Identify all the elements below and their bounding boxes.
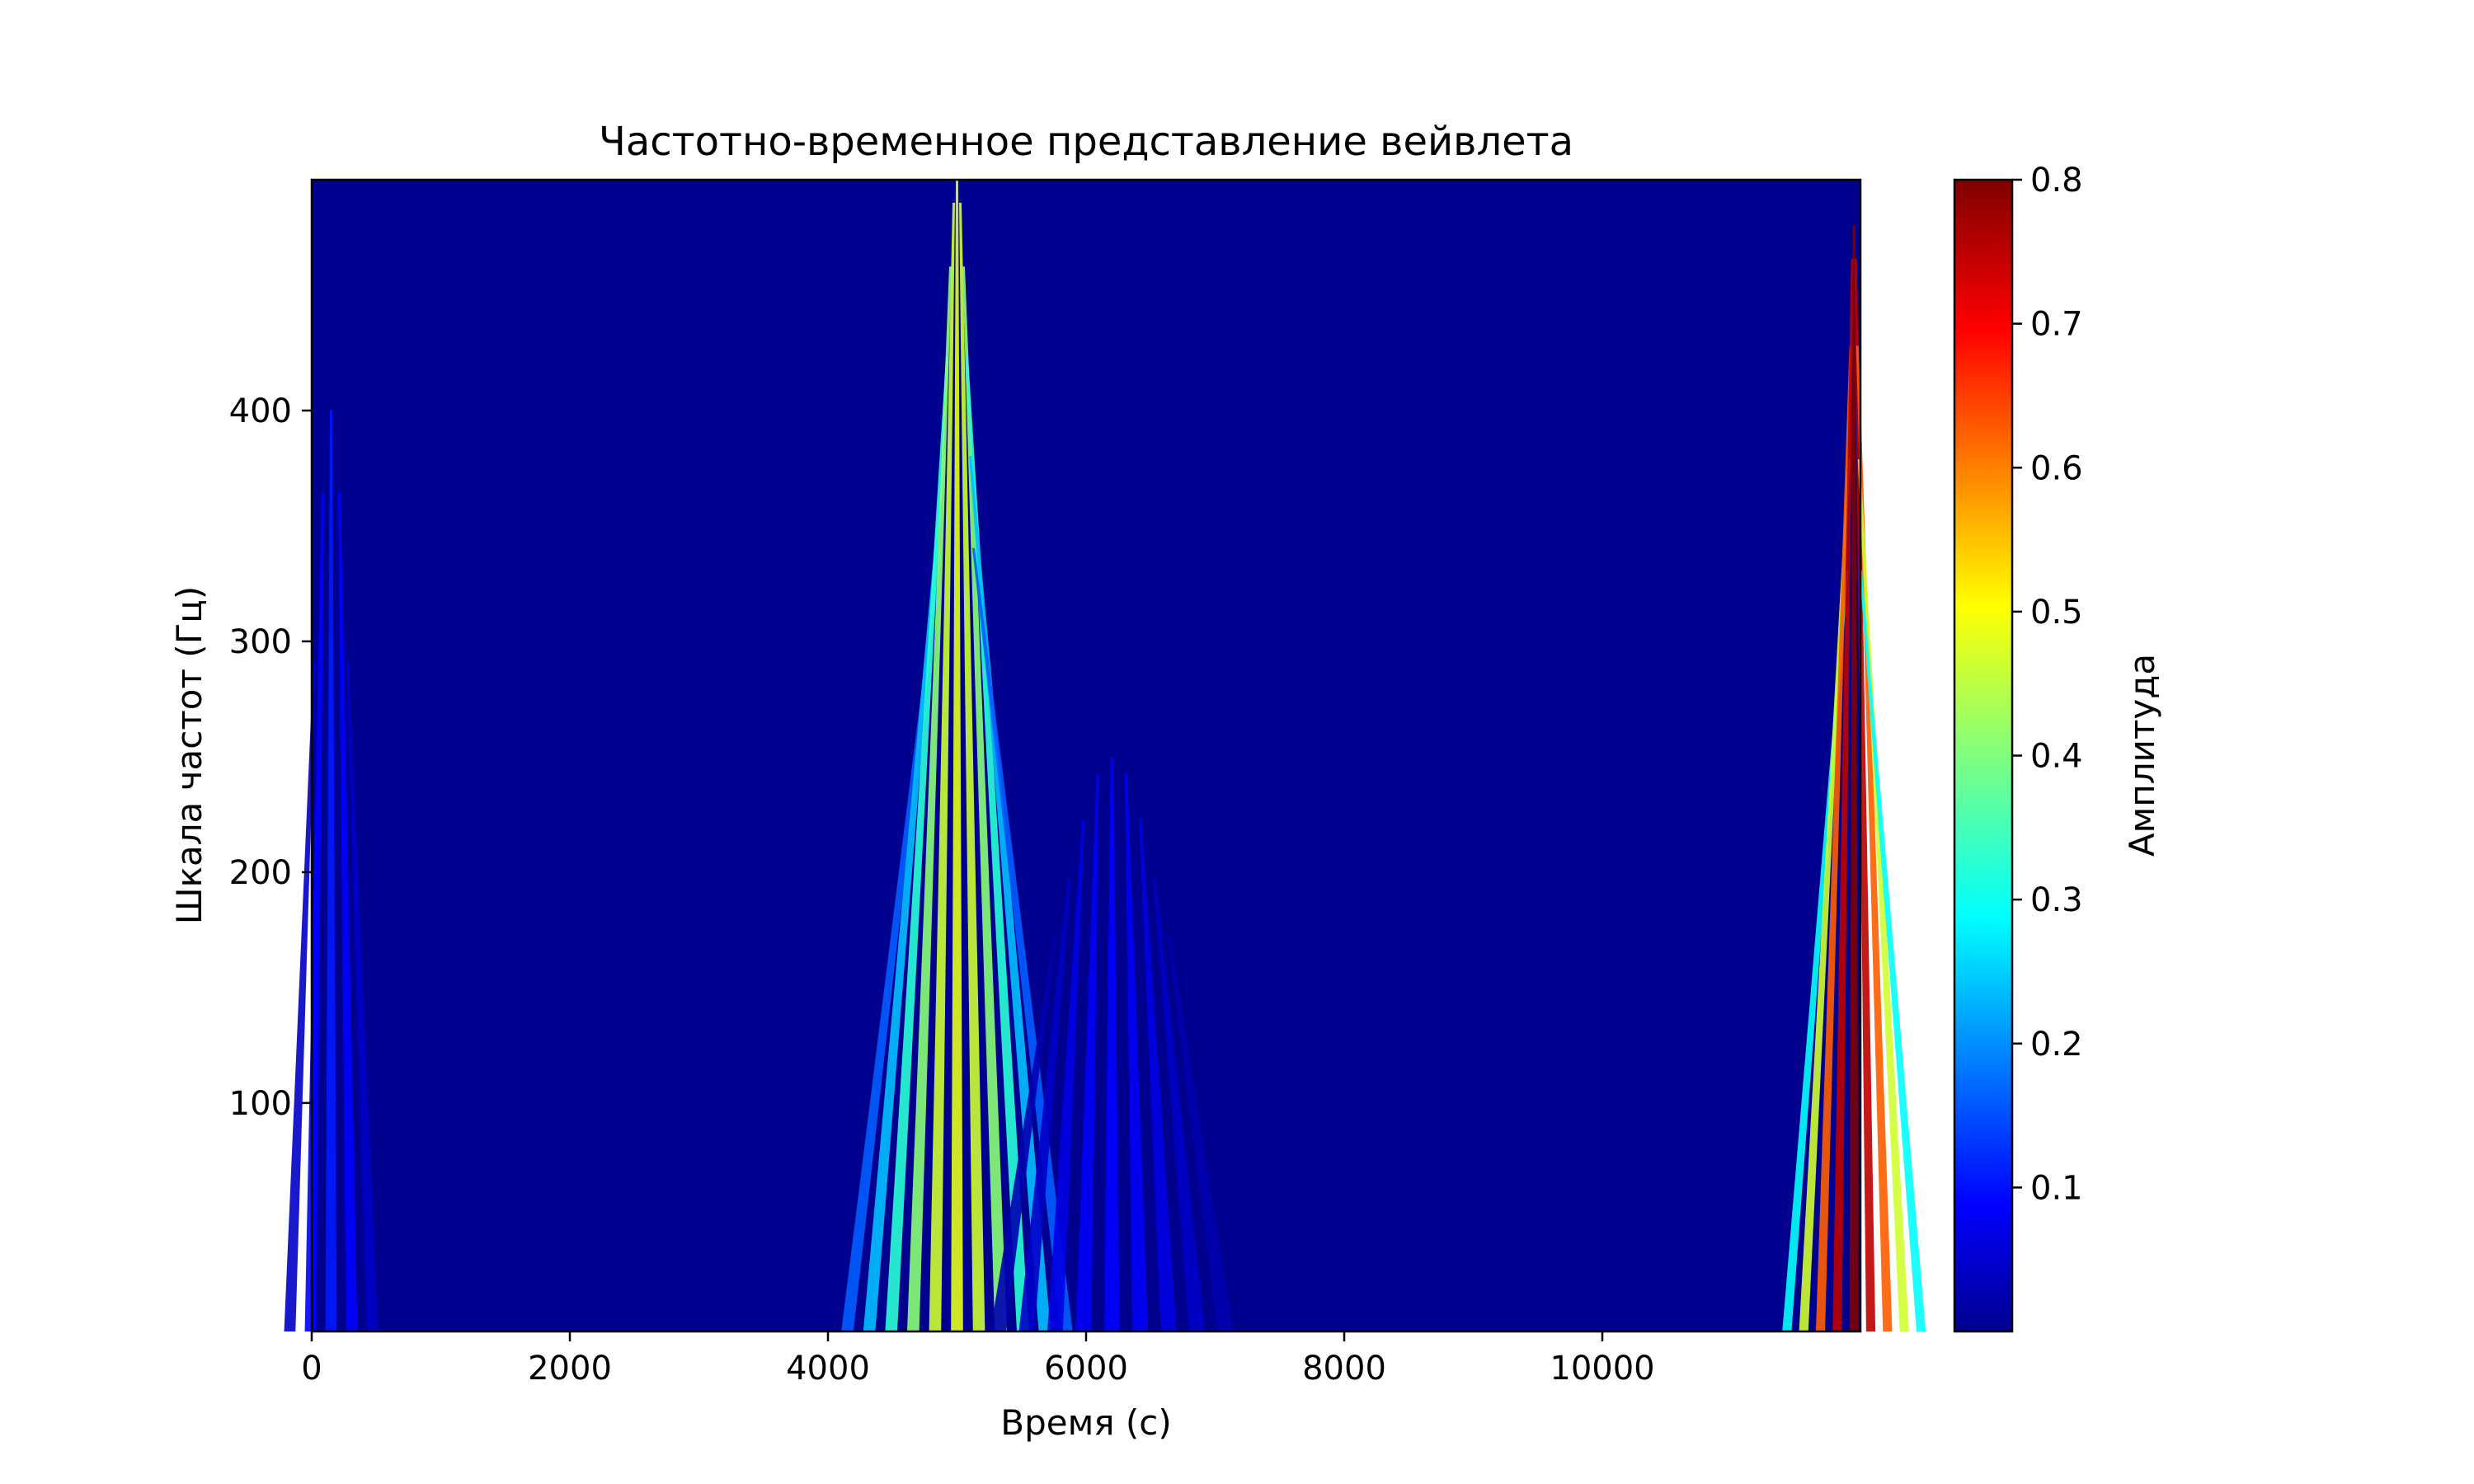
- mid-tail-streak: [1167, 936, 1234, 1331]
- mid-tail-streak: [1047, 819, 1085, 1331]
- colorbar-tick-label: 0.7: [2030, 306, 2083, 344]
- mid-burst-streak: [906, 266, 952, 1331]
- colorbar-tick-label: 0.3: [2030, 881, 2083, 919]
- x-axis-label: Время (с): [1000, 1402, 1171, 1443]
- left-edge-streak: [325, 410, 337, 1331]
- x-tick-label: 0: [301, 1350, 322, 1388]
- left-edge-streak: [346, 662, 379, 1331]
- mid-tail-streak: [990, 936, 1056, 1331]
- y-axis-label: Шкала частот (Гц): [169, 586, 209, 925]
- x-tick-label: 6000: [1044, 1350, 1128, 1388]
- x-axis: 0 2000 4000 6000 8000 10000: [301, 1331, 1655, 1388]
- right-burst-streak: [1859, 570, 1926, 1331]
- right-burst-streak: [1832, 258, 1854, 1332]
- colorbar-tick-label: 0.5: [2030, 594, 2083, 632]
- colorbar-ticks: 0.1 0.2 0.3 0.4 0.5 0.6 0.7 0.8: [2012, 162, 2083, 1207]
- chart-title: Частотно-временное представление вейвлет…: [599, 119, 1573, 165]
- colorbar-tick-label: 0.1: [2030, 1169, 2083, 1207]
- y-tick-label: 200: [229, 854, 292, 892]
- mid-tail-streak: [1018, 878, 1071, 1331]
- mid-tail-streak: [1103, 756, 1120, 1331]
- y-tick-label: 100: [229, 1085, 292, 1123]
- x-tick-label: 4000: [786, 1350, 870, 1388]
- x-tick-label: 8000: [1302, 1350, 1386, 1388]
- right-burst-streak: [1799, 459, 1851, 1331]
- x-tick-label: 2000: [528, 1350, 612, 1388]
- colorbar-tick-label: 0.4: [2030, 738, 2083, 776]
- left-edge-streak: [304, 493, 324, 1331]
- left-edge-streak: [284, 662, 316, 1331]
- mid-burst-streak: [885, 356, 949, 1332]
- mid-tail-streak: [1075, 773, 1099, 1331]
- mid-burst-streak: [951, 180, 963, 1331]
- mid-tail-streak: [1153, 878, 1206, 1331]
- heatmap-streaks: [284, 180, 1926, 1332]
- y-tick-label: 400: [229, 392, 292, 430]
- mid-tail-streak: [1125, 773, 1149, 1331]
- colorbar-label: Амплитуда: [2122, 654, 2162, 857]
- y-tick-label: 300: [229, 623, 292, 661]
- colorbar-tick-label: 0.6: [2030, 449, 2083, 487]
- y-axis: 100 200 300 400: [229, 392, 312, 1123]
- colorbar-tick-label: 0.2: [2030, 1026, 2083, 1064]
- colorbar-gradient: [1954, 180, 2012, 1331]
- right-burst-streak: [1815, 345, 1852, 1331]
- mid-burst-streak: [958, 202, 985, 1332]
- colorbar-tick-label: 0.8: [2030, 162, 2083, 200]
- mid-burst-streak: [962, 266, 1008, 1331]
- mid-burst-streak: [929, 202, 956, 1332]
- x-tick-label: 10000: [1550, 1350, 1654, 1388]
- plot-area: [284, 178, 1926, 1333]
- mid-burst-streak: [863, 455, 946, 1331]
- right-burst-streak: [1849, 225, 1859, 1332]
- left-edge-streak: [337, 493, 358, 1331]
- colorbar: 0.1 0.2 0.3 0.4 0.5 0.6 0.7 0.8 Амплитуда: [1953, 162, 2162, 1333]
- mid-tail-streak: [1139, 819, 1177, 1331]
